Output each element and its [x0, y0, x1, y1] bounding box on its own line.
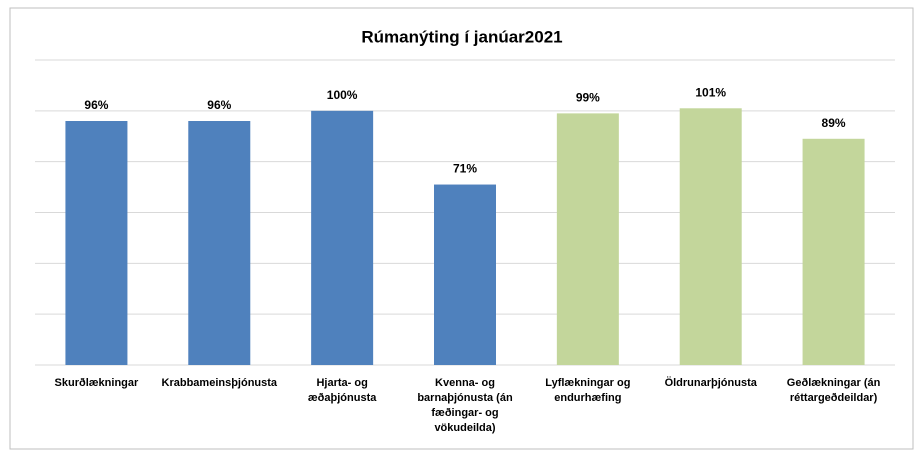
bar [802, 138, 865, 365]
x-tick-label: Lyflækningar og endurhæfing [545, 377, 631, 404]
x-tick-label: Geðlækningar (án réttargeðdeildar) [786, 377, 881, 404]
x-tick-label: Hjarta- og æðaþjónusta [307, 377, 377, 404]
data-label: 71% [453, 162, 477, 176]
data-label: 89% [822, 116, 846, 130]
data-label: 101% [695, 85, 726, 99]
x-tick-label: Krabbameinsþjónusta [161, 377, 278, 389]
bar [434, 184, 496, 365]
bar [311, 110, 374, 365]
bar [556, 113, 619, 365]
bar [65, 121, 128, 365]
bar [679, 108, 742, 366]
x-tick-label: Skurðlækningar [54, 377, 139, 389]
data-label: 96% [84, 98, 108, 112]
data-label: 100% [327, 88, 358, 102]
data-label: 99% [576, 91, 600, 105]
chart-title: Rúmanýting í janúar2021 [361, 27, 562, 46]
x-tick-label: Kvenna- og barnaþjónusta (án fæðingar- o… [417, 377, 513, 434]
bar [188, 121, 251, 365]
x-tick-label: Öldrunarþjónusta [664, 377, 757, 389]
data-label: 96% [207, 98, 231, 112]
